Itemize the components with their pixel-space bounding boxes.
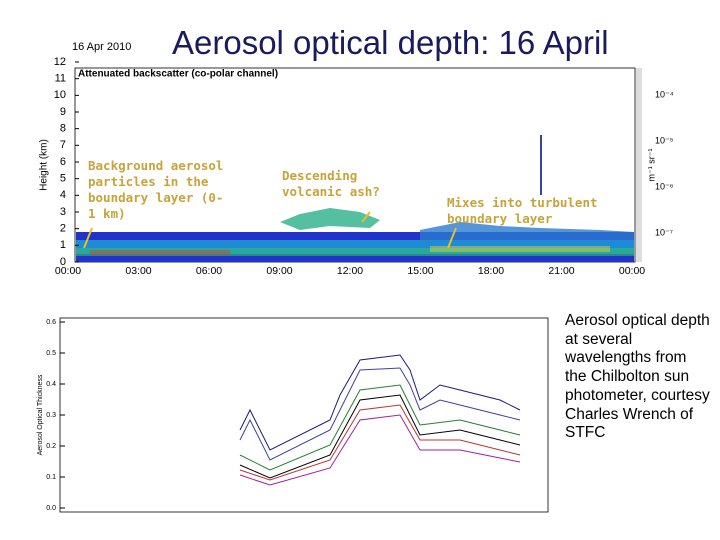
y-tick-label: 11 — [55, 73, 66, 85]
colorbar-tick-label: 10⁻⁶ — [655, 181, 674, 191]
colorbar-tick-label: 10⁻⁵ — [655, 135, 674, 145]
y-tick-label: 4 — [60, 189, 66, 201]
lidar-date: 16 Apr 2010 — [72, 41, 131, 53]
x-tick-label: 00:00 — [55, 265, 81, 277]
x-tick-label: 09:00 — [266, 265, 292, 277]
colorbar — [636, 68, 642, 262]
photometer-y-tick-label: 0.3 — [46, 412, 56, 419]
colorbar-label: m⁻¹ sr⁻¹ — [646, 149, 656, 182]
photometer-y-tick-label: 0.5 — [46, 350, 56, 357]
annotation: Mixes into turbulent boundary layer — [447, 195, 598, 226]
arrow — [361, 211, 371, 223]
x-tick-label: 18:00 — [478, 265, 504, 277]
photometer-y-label: Aerosol Optical Thickness — [37, 374, 44, 455]
x-tick-label: 15:00 — [407, 265, 433, 277]
y-tick-label: 5 — [60, 173, 66, 185]
colorbar-tick-label: 10⁻⁷ — [655, 227, 673, 237]
y-tick-label: 3 — [60, 206, 66, 218]
lidar-subtitle: Attenuated backscatter (co-polar channel… — [78, 69, 278, 80]
x-tick-label: 06:00 — [196, 265, 222, 277]
y-tick-label: 6 — [60, 156, 66, 168]
x-tick-label: 12:00 — [337, 265, 363, 277]
y-tick-label: 9 — [60, 106, 66, 118]
annotation: Background aerosol particles in the boun… — [88, 158, 224, 221]
annotation: Descending volcanic ash? — [282, 168, 380, 199]
photometer-y-tick-label: 0.0 — [46, 505, 56, 512]
x-tick-label: 21:00 — [548, 265, 574, 277]
y-tick-label: 1 — [60, 239, 66, 251]
photometer-y-tick-label: 0.1 — [46, 474, 56, 481]
arrow — [83, 227, 93, 249]
aot-traces — [239, 354, 521, 486]
caption: Aerosol optical depth at several wavelen… — [565, 312, 710, 442]
y-tick-label: 0 — [60, 256, 66, 268]
arrow — [447, 227, 457, 249]
photometer-y-tick-label: 0.6 — [46, 319, 56, 326]
y-tick-label: 2 — [60, 223, 66, 235]
x-tick-label: 00:00 — [619, 265, 645, 277]
y-tick-label: 10 — [54, 89, 66, 101]
photometer-y-tick-label: 0.2 — [46, 443, 56, 450]
photometer-image — [22, 275, 552, 537]
y-tick-label: 8 — [60, 123, 66, 135]
backscatter-field — [76, 135, 634, 262]
y-tick-label: 7 — [60, 139, 66, 151]
y-axis-label: Height (km) — [39, 139, 50, 191]
photometer-y-tick-label: 0.4 — [46, 381, 56, 388]
x-tick-label: 03:00 — [125, 265, 151, 277]
y-tick-label: 12 — [54, 56, 66, 68]
colorbar-tick-label: 10⁻⁴ — [655, 89, 674, 99]
slide-title: Aerosol optical depth: 16 April — [172, 24, 609, 61]
